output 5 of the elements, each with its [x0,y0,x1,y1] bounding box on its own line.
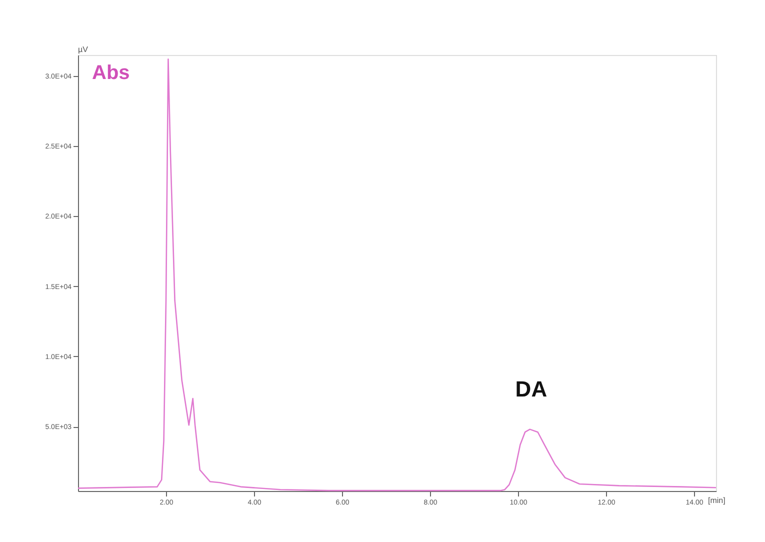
x-axis-title: [min] [708,496,726,505]
y-axis-title: µV [78,45,89,54]
annotation: Abs [92,62,130,84]
line-series [77,58,717,492]
annotation: DA [515,376,548,402]
